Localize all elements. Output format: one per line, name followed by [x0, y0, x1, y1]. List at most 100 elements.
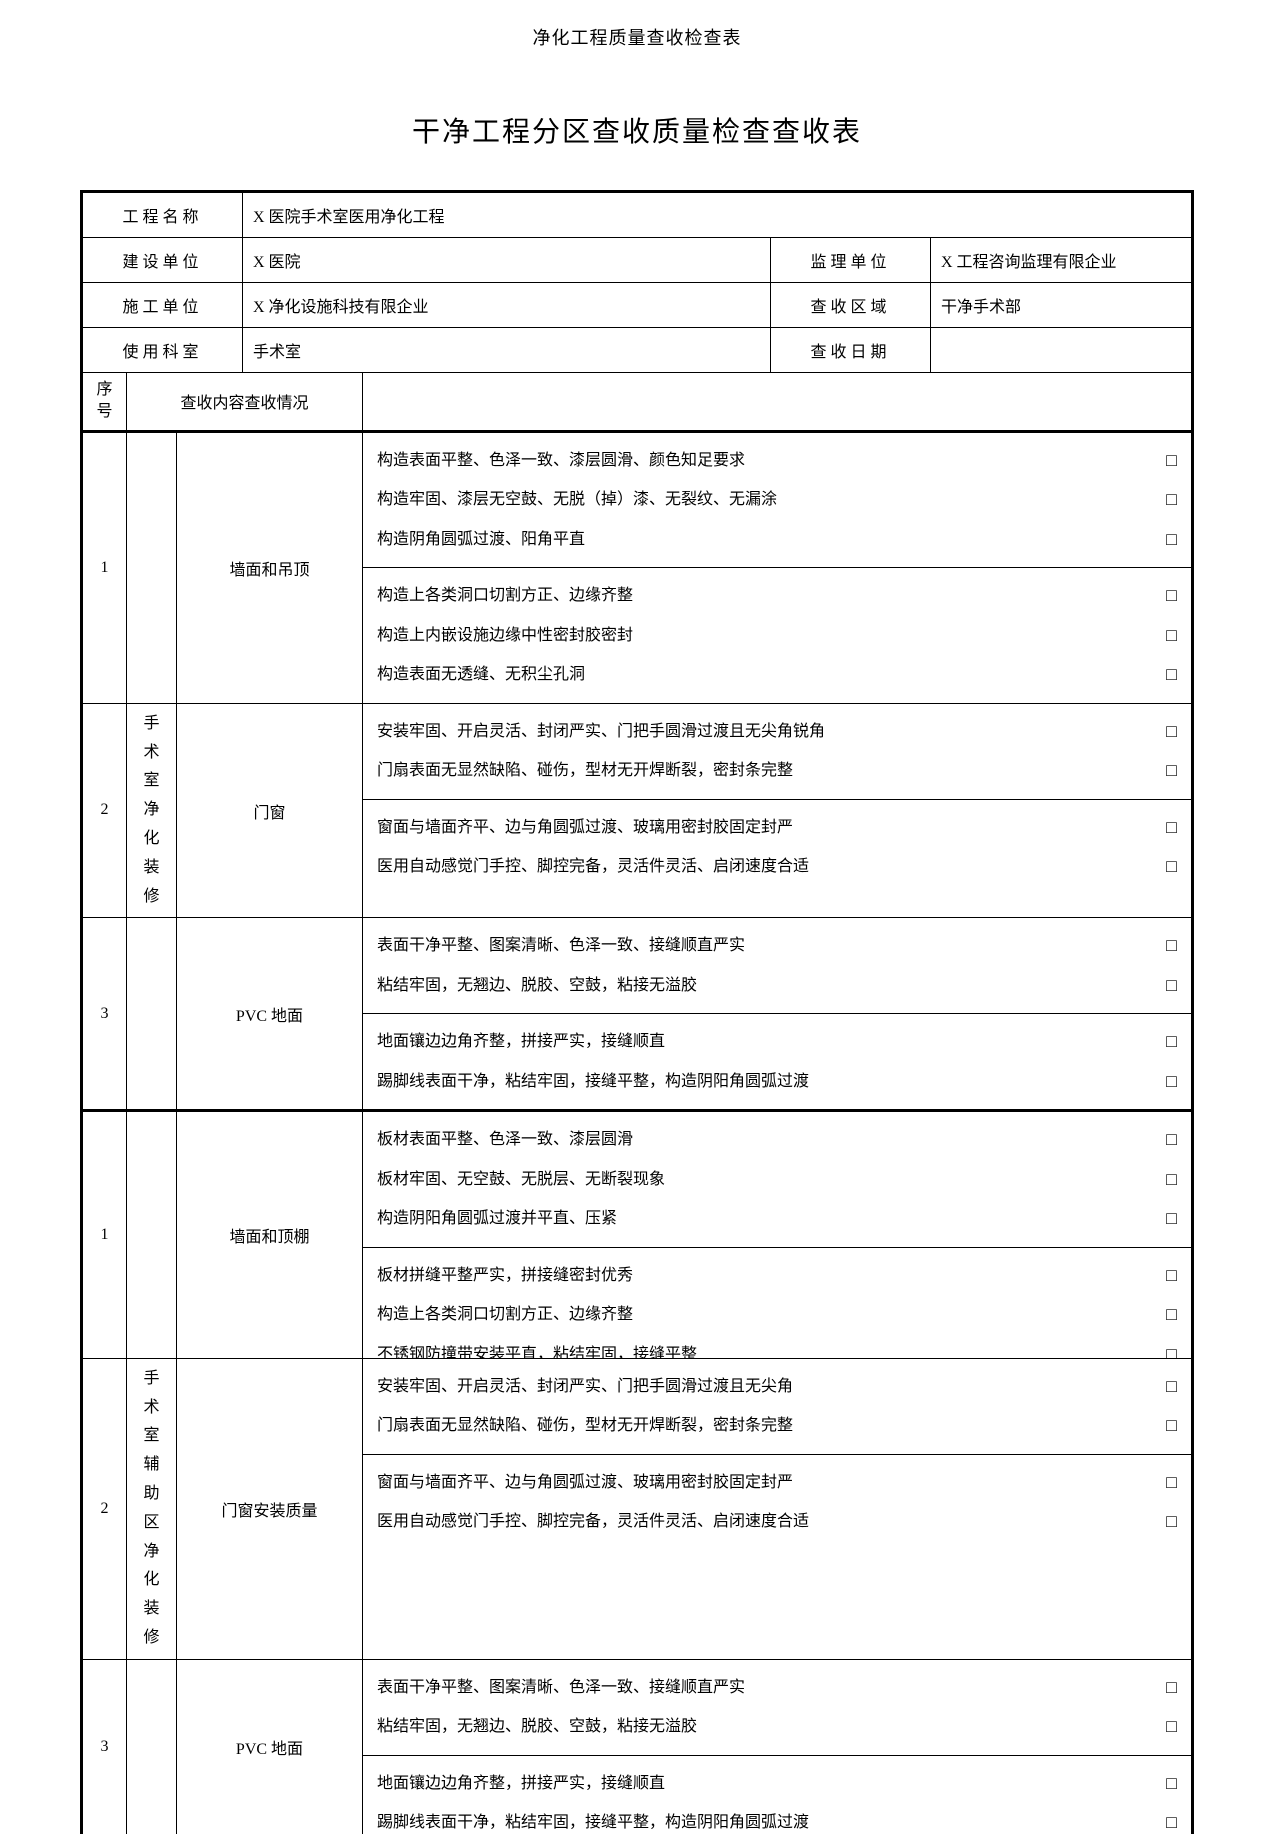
s2-g1-bot: 板材拼缝平整严实，拼接缝密封优秀□构造上各类洞口切割方正、边缘齐整□不锈钢防撞带…	[363, 1248, 1191, 1358]
s2-g2-seq: 2	[83, 1359, 127, 1659]
s2-g2-bot: 窗面与墙面齐平、边与角圆弧过渡、玻璃用密封胶固定封严□医用自动感觉门手控、脚控完…	[363, 1455, 1191, 1533]
check-item: 医用自动感觉门手控、脚控完备，灵活件灵活、启闭速度合适 □	[363, 1502, 1191, 1533]
value-area: 干净手术部	[931, 283, 1191, 327]
checkbox-icon[interactable]: □	[1166, 1410, 1177, 1442]
check-item-text: 地面镶边边角齐整，拼接严实，接缝顺直	[377, 1028, 665, 1056]
checkbox-icon[interactable]: □	[1166, 580, 1177, 612]
check-item: 医用自动感觉门手控、脚控完备，灵活件灵活、启闭速度合适 □	[363, 847, 1191, 887]
checkbox-icon[interactable]: □	[1166, 1506, 1177, 1533]
form-table: 工程名称 X 医院手术室医用净化工程 建设单位 X 医院 监理单位 X 工程咨询…	[80, 190, 1194, 1834]
s1-g3-top: 表面干净平整、图案清晰、色泽一致、接缝顺直严实 □ 粘结牢固，无翘边、脱胶、空鼓，粘…	[363, 918, 1191, 1014]
check-item: 构造表面平整、色泽一致、漆层圆滑、颜色知足要求□	[363, 441, 1191, 481]
s2-category: 手术室辅助区净化装修	[127, 1359, 177, 1659]
checkbox-icon[interactable]: □	[1166, 1711, 1177, 1743]
check-item: 板材表面平整、色泽一致、漆层圆滑□	[363, 1120, 1191, 1160]
check-item-text: 粘结牢固，无翘边、脱胶、空鼓，粘接无溢胶	[377, 1713, 697, 1741]
s1-g2-seq: 2	[83, 704, 127, 918]
check-item-text: 不锈钢防撞带安装平直，粘结牢固，接缝平整	[377, 1341, 697, 1358]
checkbox-icon[interactable]: □	[1166, 1124, 1177, 1156]
checkbox-icon[interactable]: □	[1166, 484, 1177, 516]
checkbox-icon[interactable]: □	[1166, 1066, 1177, 1098]
checkbox-icon[interactable]: □	[1166, 1026, 1177, 1058]
checkbox-icon[interactable]: □	[1166, 1467, 1177, 1499]
label-area: 查收区域	[771, 283, 931, 327]
section-2: 1 墙面和顶棚 板材表面平整、色泽一致、漆层圆滑□ 板材牢固、无空鼓、无脱层、无断…	[83, 1110, 1191, 1833]
checkbox-icon[interactable]: □	[1166, 620, 1177, 652]
s2-g3-sub: PVC 地面	[177, 1660, 363, 1834]
check-item: 构造上内嵌设施边缘中性密封胶密封 □	[363, 616, 1191, 656]
check-item: 构造上各类洞口切割方正、边缘齐整 □	[363, 1295, 1191, 1335]
checkbox-icon[interactable]: □	[1166, 970, 1177, 1002]
s1-g1-bot: 构造上各类洞口切割方正、边缘齐整□构造上内嵌设施边缘中性密封胶密封□构造表面无透…	[363, 568, 1191, 703]
row-project-name: 工程名称 X 医院手术室医用净化工程	[83, 193, 1191, 238]
check-item-text: 窗面与墙面齐平、边与角圆弧过渡、玻璃用密封胶固定封严	[377, 814, 793, 842]
value-project-name: X 医院手术室医用净化工程	[243, 193, 1191, 237]
checkbox-icon[interactable]: □	[1166, 755, 1177, 787]
checkbox-icon[interactable]: □	[1166, 1672, 1177, 1704]
checkbox-icon[interactable]: □	[1166, 1164, 1177, 1196]
check-item-text: 表面干净平整、图案清晰、色泽一致、接缝顺直严实	[377, 932, 745, 960]
check-item: 表面干净平整、图案清晰、色泽一致、接缝顺直严实 □	[363, 926, 1191, 966]
s2-cat-slot-1	[127, 1112, 177, 1358]
s1-g2-top: 安装牢固、开启灵活、封闭严实、门把手圆滑过渡且无尖角锐角□门扇表面无显然缺陷、碰…	[363, 704, 1191, 800]
label-supervisor: 监理单位	[771, 238, 931, 282]
checkbox-icon[interactable]: □	[1166, 659, 1177, 691]
col-content: 查收内容查收情况	[127, 373, 363, 430]
s1-category: 手术室净化装修	[127, 704, 177, 918]
check-item-text: 踢脚线表面干净，粘结牢固，接缝平整，构造阴阳角圆弧过渡	[377, 1068, 809, 1096]
row-builder: 建设单位 X 医院 监理单位 X 工程咨询监理有限企业	[83, 238, 1191, 283]
check-item: 构造表面无透缝、无积尘孔洞 □	[363, 655, 1191, 695]
checkbox-icon[interactable]: □	[1166, 524, 1177, 556]
checkbox-icon[interactable]: □	[1166, 1339, 1177, 1358]
checkbox-icon[interactable]: □	[1166, 1371, 1177, 1403]
s2-cat-slot-3	[127, 1660, 177, 1834]
check-item: 表面干净平整、图案清晰、色泽一致、接缝顺直严实 □	[363, 1668, 1191, 1708]
check-item: 安装牢固、开启灵活、封闭严实、门把手圆滑过渡且无尖角□	[363, 1367, 1191, 1407]
check-item-text: 构造表面无透缝、无积尘孔洞	[377, 661, 585, 689]
checkbox-icon[interactable]: □	[1166, 1203, 1177, 1235]
checkbox-icon[interactable]: □	[1166, 1299, 1177, 1331]
s2-g1-seq: 1	[83, 1112, 127, 1358]
checkbox-icon[interactable]: □	[1166, 1768, 1177, 1800]
col-seq: 序号	[83, 373, 127, 430]
check-item-text: 构造上内嵌设施边缘中性密封胶密封	[377, 622, 633, 650]
label-dept: 使用科室	[83, 328, 243, 372]
check-item-text: 门扇表面无显然缺陷、碰伤，型材无开焊断裂，密封条完整	[377, 1412, 793, 1440]
checkbox-icon[interactable]: □	[1166, 930, 1177, 962]
label-constructor: 施工单位	[83, 283, 243, 327]
check-item-text: 窗面与墙面齐平、边与角圆弧过渡、玻璃用密封胶固定封严	[377, 1469, 793, 1497]
check-item-text: 医用自动感觉门手控、脚控完备，灵活件灵活、启闭速度合适	[377, 853, 809, 881]
s1-g1-sub: 墙面和吊顶	[177, 433, 363, 703]
checkbox-icon[interactable]: □	[1166, 851, 1177, 883]
check-item-text: 表面干净平整、图案清晰、色泽一致、接缝顺直严实	[377, 1674, 745, 1702]
s2-g3-bot: 地面镶边边角齐整，拼接严实，接缝顺直□踢脚线表面干净，粘结牢固，接缝平整，构造阴…	[363, 1756, 1191, 1834]
s2-g3-content: 表面干净平整、图案清晰、色泽一致、接缝顺直严实 □ 粘结牢固，无翘边、脱胶、空鼓，粘…	[363, 1660, 1191, 1834]
s1-g1-seq: 1	[83, 433, 127, 703]
page-title: 干净工程分区查收质量检查查收表	[0, 70, 1274, 190]
check-item-text: 板材牢固、无空鼓、无脱层、无断裂现象	[377, 1166, 665, 1194]
check-item: 门扇表面无显然缺陷、碰伤，型材无开焊断裂，密封条完整 □	[363, 1406, 1191, 1446]
row-constructor: 施工单位 X 净化设施科技有限企业 查收区域 干净手术部	[83, 283, 1191, 328]
check-item-text: 粘结牢固，无翘边、脱胶、空鼓，粘接无溢胶	[377, 972, 697, 1000]
checkbox-icon[interactable]: □	[1166, 812, 1177, 844]
check-item-text: 构造牢固、漆层无空鼓、无脱（掉）漆、无裂纹、无漏涂	[377, 486, 777, 514]
s2-g1-content: 板材表面平整、色泽一致、漆层圆滑□板材牢固、无空鼓、无脱层、无断裂现象□构造阴阳…	[363, 1112, 1191, 1358]
s2-g1-sub: 墙面和顶棚	[177, 1112, 363, 1358]
s1-g3-seq: 3	[83, 918, 127, 1109]
s1-g3-bot: 地面镶边边角齐整，拼接严实，接缝顺直□踢脚线表面干净，粘结牢固，接缝平整，构造阴…	[363, 1014, 1191, 1109]
check-item: 踢脚线表面干净，粘结牢固，接缝平整，构造阴阳角圆弧过渡□	[363, 1803, 1191, 1834]
checkbox-icon[interactable]: □	[1166, 1260, 1177, 1292]
s1-g3-sub: PVC 地面	[177, 918, 363, 1109]
checkbox-icon[interactable]: □	[1166, 445, 1177, 477]
s2-g2-sub: 门窗安装质量	[177, 1359, 363, 1659]
checkbox-icon[interactable]: □	[1166, 1807, 1177, 1834]
check-item-text: 构造上各类洞口切割方正、边缘齐整	[377, 1301, 633, 1329]
check-item: 地面镶边边角齐整，拼接严实，接缝顺直□	[363, 1764, 1191, 1804]
s2-g1: 1 墙面和顶棚 板材表面平整、色泽一致、漆层圆滑□ 板材牢固、无空鼓、无脱层、无断…	[83, 1112, 1191, 1359]
s1-g2-content: 安装牢固、开启灵活、封闭严实、门把手圆滑过渡且无尖角锐角□门扇表面无显然缺陷、碰…	[363, 704, 1191, 918]
s2-g1-top: 板材表面平整、色泽一致、漆层圆滑□板材牢固、无空鼓、无脱层、无断裂现象□构造阴阳…	[363, 1112, 1191, 1248]
check-item-text: 医用自动感觉门手控、脚控完备，灵活件灵活、启闭速度合适	[377, 1508, 809, 1533]
checkbox-icon[interactable]: □	[1166, 716, 1177, 748]
check-item: 踢脚线表面干净，粘结牢固，接缝平整，构造阴阳角圆弧过渡 □	[363, 1062, 1191, 1102]
check-item-text: 门扇表面无显然缺陷、碰伤，型材无开焊断裂，密封条完整	[377, 757, 793, 785]
